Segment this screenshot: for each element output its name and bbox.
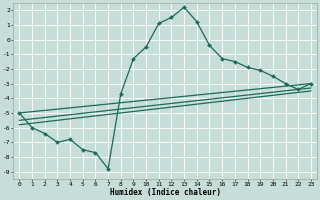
X-axis label: Humidex (Indice chaleur): Humidex (Indice chaleur) <box>110 188 220 197</box>
